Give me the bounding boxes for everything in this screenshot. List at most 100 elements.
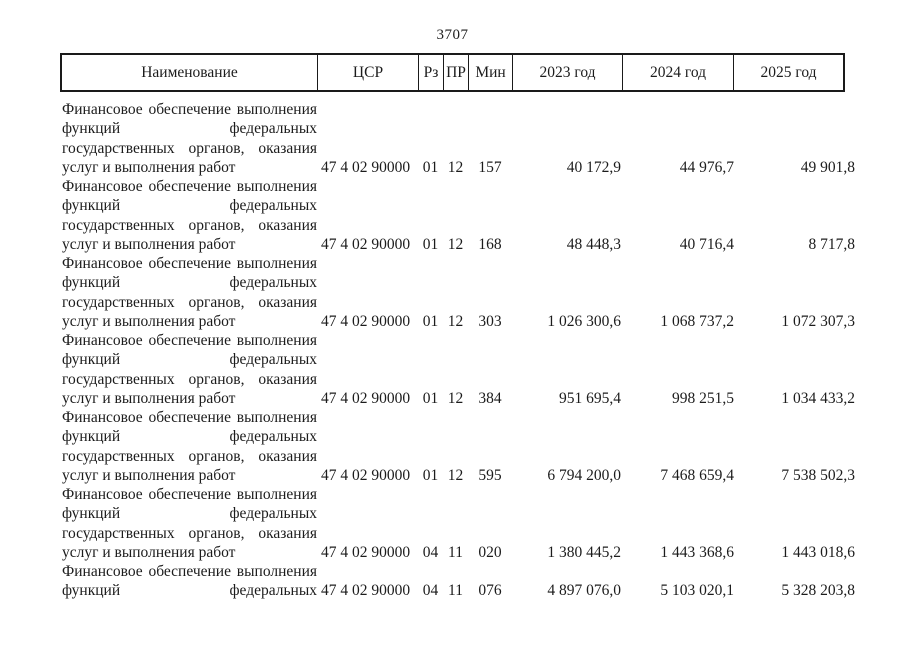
row-amount-2024: 5 103 020,1 — [660, 582, 734, 600]
row-name-line: государственных органов, оказания — [62, 370, 317, 388]
row-min-code: 595 — [478, 466, 502, 484]
row-name-line: Финансовое обеспечение выполнения — [62, 101, 317, 118]
row-amount-2023: 951 695,4 — [559, 389, 621, 407]
row-amount-2024: 1 068 737,2 — [660, 312, 734, 330]
row-pr-code: 12 — [447, 389, 464, 407]
row-name-line: Финансовое обеспечение выполнения — [62, 486, 317, 503]
row-amount-2025: 1 443 018,6 — [781, 543, 855, 561]
row-pr-code: 12 — [447, 466, 464, 484]
row-name-line: Финансовое обеспечение выполнения — [62, 332, 317, 349]
row-name: Финансовое обеспечение выполнения функций… — [62, 100, 317, 177]
row-csr-code: 47 4 02 90000 — [321, 582, 411, 600]
row-amount-2025: 1 072 307,3 — [781, 312, 855, 330]
column-header-csr: ЦСР — [317, 55, 418, 90]
row-rz-code: 04 — [422, 543, 439, 561]
row-name-line: государственных органов, оказания — [62, 293, 317, 311]
page-number: 3707 — [436, 27, 469, 43]
row-min-code: 076 — [478, 582, 502, 600]
row-amount-2024: 998 251,5 — [672, 389, 734, 407]
column-header-2024: 2024 год — [622, 55, 733, 90]
row-rz-code: 04 — [422, 582, 439, 600]
row-name: Финансовое обеспечение выполнения функций… — [62, 177, 317, 254]
row-csr-code: 47 4 02 90000 — [321, 466, 411, 484]
document-page: 3707 Наименование ЦСР Рз ПР Мин 2023 год… — [0, 26, 905, 666]
row-amount-2025: 7 538 502,3 — [781, 466, 855, 484]
table-row: Финансовое обеспечение выполнения функций… — [62, 177, 855, 254]
row-csr-code: 47 4 02 90000 — [321, 235, 411, 253]
row-min-code: 157 — [478, 158, 502, 176]
row-rz-code: 01 — [422, 312, 439, 330]
row-min-code: 020 — [478, 543, 502, 561]
row-name-line: функций федеральных — [62, 197, 317, 215]
row-name: Финансовое обеспечение выполнения функций… — [62, 408, 317, 485]
row-amount-2023: 1 380 445,2 — [547, 543, 621, 561]
row-name: Финансовое обеспечение выполнения функций… — [62, 331, 317, 408]
row-amount-2023: 4 897 076,0 — [547, 582, 621, 600]
row-pr-code: 12 — [447, 235, 464, 253]
row-name-line: услуг и выполнения работ — [62, 312, 236, 330]
row-name-line: функций федеральных — [62, 274, 317, 292]
row-amount-2025: 8 717,8 — [808, 235, 856, 253]
row-name-line: Финансовое обеспечение выполнения — [62, 255, 317, 272]
row-rz-code: 01 — [422, 235, 439, 253]
row-pr-code: 12 — [447, 158, 464, 176]
row-rz-code: 01 — [422, 158, 439, 176]
table-header-row: Наименование ЦСР Рз ПР Мин 2023 год 2024… — [60, 53, 845, 92]
table-row: Финансовое обеспечение выполнения функций… — [62, 562, 855, 601]
row-name-line: услуг и выполнения работ — [62, 466, 236, 484]
row-name-line: функций федеральных — [62, 351, 317, 369]
row-csr-code: 47 4 02 90000 — [321, 389, 411, 407]
row-amount-2025: 5 328 203,8 — [781, 582, 855, 600]
table-rows: Финансовое обеспечение выполнения функций… — [62, 100, 855, 601]
row-csr-code: 47 4 02 90000 — [321, 543, 411, 561]
row-min-code: 303 — [478, 312, 502, 330]
row-name-line: государственных органов, оказания — [62, 139, 317, 157]
column-header-min: Мин — [468, 55, 512, 90]
row-name-line: услуг и выполнения работ — [62, 158, 236, 176]
row-min-code: 384 — [478, 389, 502, 407]
column-header-2023: 2023 год — [512, 55, 622, 90]
row-name-line: Финансовое обеспечение выполнения — [62, 563, 317, 580]
row-amount-2024: 44 976,7 — [679, 158, 734, 176]
row-name-line: услуг и выполнения работ — [62, 389, 236, 407]
column-header-pr: ПР — [443, 55, 468, 90]
row-name-line: функций федеральных — [62, 120, 317, 138]
row-name-line: государственных органов, оказания — [62, 216, 317, 234]
row-min-code: 168 — [478, 235, 502, 253]
column-header-name: Наименование — [141, 63, 238, 81]
table-row: Финансовое обеспечение выполнения функций… — [62, 331, 855, 408]
table-row: Финансовое обеспечение выполнения функций… — [62, 408, 855, 485]
table-row: Финансовое обеспечение выполнения функций… — [62, 100, 855, 177]
row-name-line: функций федеральных — [62, 582, 317, 600]
table-row: Финансовое обеспечение выполнения функций… — [62, 485, 855, 562]
column-header-2025: 2025 год — [733, 55, 843, 90]
row-name-line: услуг и выполнения работ — [62, 235, 236, 253]
row-csr-code: 47 4 02 90000 — [321, 158, 411, 176]
row-name-line: Финансовое обеспечение выполнения — [62, 409, 317, 426]
row-name-line: государственных органов, оказания — [62, 447, 317, 465]
row-amount-2023: 1 026 300,6 — [547, 312, 621, 330]
row-name-line: государственных органов, оказания — [62, 524, 317, 542]
row-name-line: Финансовое обеспечение выполнения — [62, 178, 317, 195]
row-rz-code: 01 — [422, 389, 439, 407]
row-name-line: функций федеральных — [62, 505, 317, 523]
row-pr-code: 12 — [447, 312, 464, 330]
row-pr-code: 11 — [448, 543, 463, 561]
row-amount-2023: 6 794 200,0 — [547, 466, 621, 484]
row-name-line: услуг и выполнения работ — [62, 543, 236, 561]
row-amount-2023: 40 172,9 — [566, 158, 621, 176]
row-amount-2024: 7 468 659,4 — [660, 466, 734, 484]
row-csr-code: 47 4 02 90000 — [321, 312, 411, 330]
row-amount-2024: 40 716,4 — [679, 235, 734, 253]
row-name: Финансовое обеспечение выполнения функций… — [62, 485, 317, 562]
row-rz-code: 01 — [422, 466, 439, 484]
row-amount-2024: 1 443 368,6 — [660, 543, 734, 561]
row-amount-2023: 48 448,3 — [566, 235, 621, 253]
row-name: Финансовое обеспечение выполнения функций… — [62, 254, 317, 331]
row-name-line: функций федеральных — [62, 428, 317, 446]
row-pr-code: 11 — [448, 582, 463, 600]
table-row: Финансовое обеспечение выполнения функций… — [62, 254, 855, 331]
row-amount-2025: 1 034 433,2 — [781, 389, 855, 407]
column-header-rz: Рз — [418, 55, 443, 90]
row-name: Финансовое обеспечение выполнения функций… — [62, 562, 317, 601]
